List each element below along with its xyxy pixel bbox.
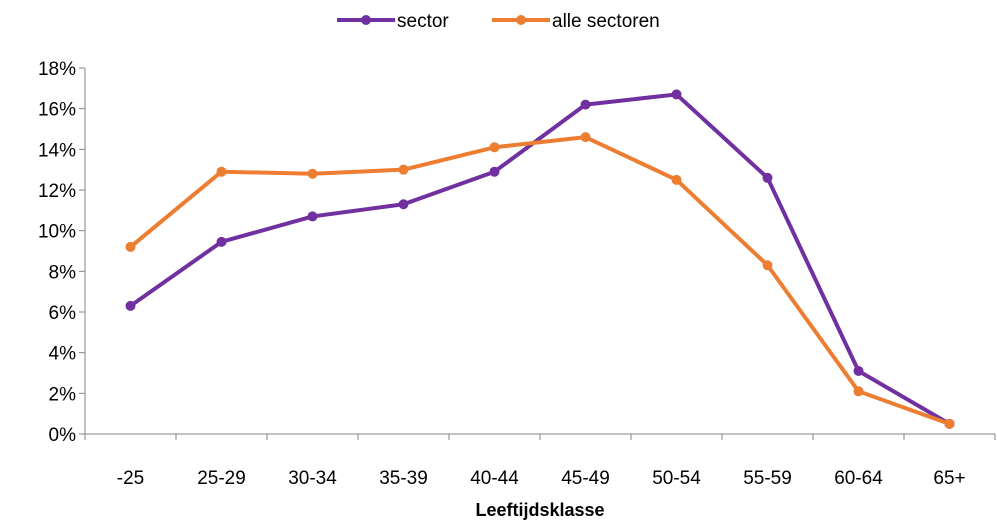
x-tick-label: 65+ [933,468,965,489]
data-point [580,132,591,143]
x-tick-label: 60-64 [834,468,883,489]
data-point [671,174,682,185]
data-point [398,199,409,210]
data-point [671,89,682,100]
x-tick-label: 35-39 [379,468,428,489]
legend-label: sector [397,11,449,32]
data-point [489,142,500,153]
x-tick-label: 30-34 [288,468,337,489]
plot-lines [125,89,955,429]
data-point [216,236,227,247]
y-tick-label: 8% [49,262,77,283]
data-point [398,164,409,175]
y-tick-label: 4% [49,344,77,365]
x-axis: -25 25-29 30-34 35-39 40-44 45-49 50-54 55-59 60… [84,433,996,489]
legend-label: alle sectoren [552,11,660,32]
data-point [762,260,773,271]
data-point [853,365,864,376]
data-point [307,168,318,179]
x-tick-label: 40-44 [470,468,519,489]
legend: sector alle sectoren [337,11,660,32]
x-tick-label: 45-49 [561,468,610,489]
data-point [216,166,227,177]
y-tick-label: 14% [38,140,76,161]
data-point [944,418,955,429]
data-point [307,211,318,222]
y-tick-label: 12% [38,181,76,202]
y-tick-label: 0% [49,425,77,446]
x-tick-label: 25-29 [197,468,246,489]
data-point [125,241,136,252]
data-point [762,172,773,183]
series-line [129,92,951,426]
x-tick-label: 55-59 [743,468,792,489]
y-axis: 0% 2% 4% 6% 8% 10% 12% 14% 16% 18% [38,59,86,446]
y-tick-label: 6% [49,303,77,324]
legend-swatch-marker [516,15,526,25]
legend-swatch-marker [361,15,371,25]
y-tick-label: 16% [38,100,76,121]
y-tick-label: 2% [49,384,77,405]
x-tick-label: -25 [117,468,144,489]
series-line [129,135,951,426]
data-point [853,386,864,397]
y-tick-label: 10% [38,222,76,243]
data-point [489,166,500,177]
y-tick-label: 18% [38,59,76,80]
x-axis-title: Leeftijdsklasse [475,500,604,520]
data-point [580,99,591,110]
data-point [125,300,136,311]
x-tick-label: 50-54 [652,468,701,489]
